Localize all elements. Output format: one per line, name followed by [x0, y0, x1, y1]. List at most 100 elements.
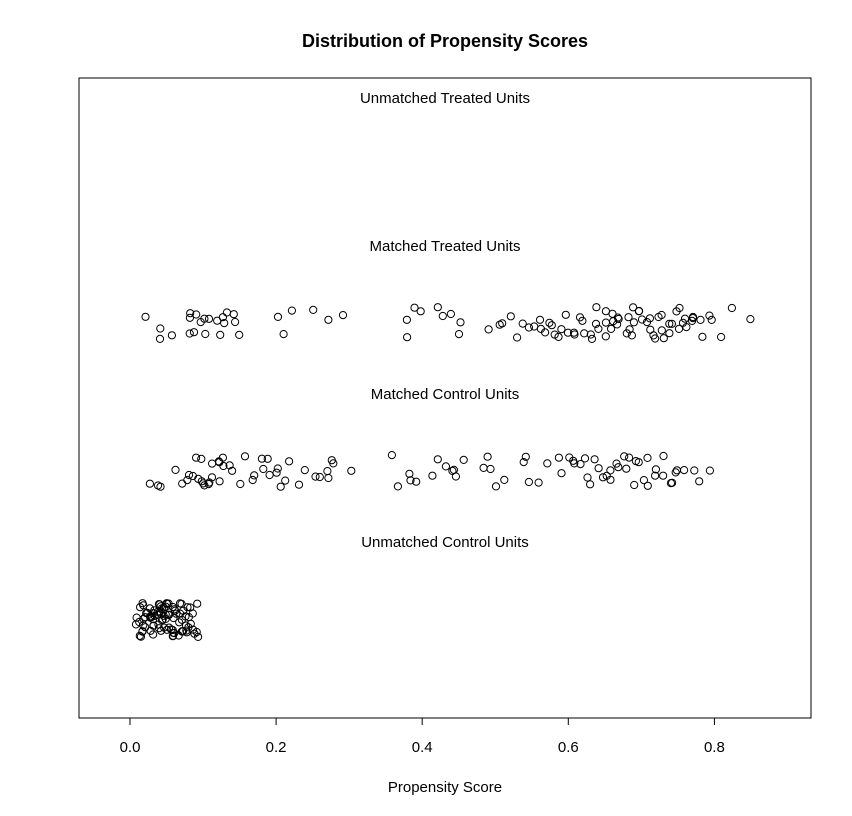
data-point: [651, 334, 660, 343]
data-point: [139, 621, 148, 630]
data-point: [629, 318, 639, 327]
data-point: [181, 612, 190, 621]
data-point: [580, 329, 589, 338]
data-point: [620, 452, 629, 461]
data-point: [207, 473, 217, 482]
data-point: [491, 482, 501, 491]
data-point: [197, 454, 206, 463]
data-point: [141, 312, 150, 321]
data-point: [545, 318, 554, 327]
data-point: [569, 328, 579, 337]
data-point: [625, 453, 634, 462]
data-point: [231, 317, 240, 327]
chart-title: Distribution of Propensity Scores: [302, 31, 588, 51]
data-point: [483, 452, 492, 461]
data-point: [153, 610, 162, 620]
data-point: [143, 608, 152, 618]
data-point: [393, 482, 402, 491]
x-tick-label: 0.4: [412, 739, 433, 756]
data-point: [218, 453, 227, 462]
data-point: [155, 334, 165, 343]
data-point: [705, 311, 714, 320]
data-point: [169, 631, 178, 640]
data-point: [606, 466, 615, 475]
data-point: [229, 310, 238, 319]
x-axis: 0.0 0.2 0.4 0.6 0.8: [120, 717, 725, 756]
data-point: [153, 607, 162, 616]
data-point: [634, 458, 643, 467]
data-point: [410, 303, 419, 312]
data-point: [412, 477, 421, 486]
data-point: [629, 303, 638, 312]
data-point: [433, 455, 442, 464]
data-point: [183, 603, 192, 612]
data-point: [168, 602, 177, 612]
data-point: [184, 623, 193, 632]
data-point: [587, 334, 597, 343]
data-point: [192, 453, 201, 462]
data-point: [215, 477, 224, 486]
data-point: [406, 476, 415, 485]
data-point: [416, 307, 425, 316]
data-point: [580, 454, 590, 463]
data-point: [543, 459, 552, 468]
data-point: [222, 308, 231, 317]
data-point: [185, 329, 194, 338]
data-point: [659, 334, 668, 343]
data-point: [498, 319, 507, 328]
data-point: [199, 479, 208, 488]
data-point: [164, 610, 173, 619]
data-point: [668, 478, 677, 487]
x-tick-label: 0.0: [120, 739, 141, 756]
data-point: [185, 313, 194, 322]
data-point: [630, 480, 639, 490]
data-point: [145, 604, 154, 613]
data-point: [486, 464, 495, 474]
data-point: [405, 469, 414, 478]
data-point: [627, 331, 637, 340]
data-point: [188, 471, 197, 481]
data-point: [347, 466, 356, 475]
data-point: [524, 477, 534, 487]
data-point: [521, 452, 530, 461]
data-point: [165, 623, 174, 632]
data-point: [402, 315, 411, 324]
data-point: [135, 631, 144, 640]
data-point: [594, 464, 603, 473]
data-point: [279, 330, 288, 339]
data-point: [149, 615, 158, 624]
data-point: [519, 458, 528, 467]
data-point: [643, 481, 652, 490]
data-point: [651, 465, 661, 474]
data-point: [547, 321, 556, 330]
data-point: [193, 599, 202, 608]
data-point: [451, 472, 460, 481]
data-point: [138, 627, 147, 636]
data-point: [607, 324, 616, 333]
data-point: [248, 475, 257, 485]
data-point: [183, 476, 192, 485]
data-point: [175, 599, 185, 608]
data-point: [659, 471, 668, 480]
data-point: [285, 457, 294, 466]
data-point: [705, 466, 715, 475]
data-point: [272, 468, 281, 477]
data-point: [698, 332, 707, 341]
data-point: [300, 466, 309, 475]
data-point: [598, 473, 608, 482]
data-point: [225, 461, 234, 470]
data-point: [601, 332, 610, 341]
data-point: [250, 471, 259, 480]
data-point: [665, 319, 674, 328]
data-point: [561, 310, 570, 319]
data-point: [727, 303, 737, 313]
data-point: [324, 473, 333, 483]
data-point: [614, 463, 623, 472]
data-point: [240, 452, 250, 461]
data-point: [188, 609, 197, 618]
data-point: [208, 459, 217, 468]
data-points: [131, 303, 755, 642]
data-point: [138, 599, 147, 608]
data-point: [433, 303, 442, 312]
